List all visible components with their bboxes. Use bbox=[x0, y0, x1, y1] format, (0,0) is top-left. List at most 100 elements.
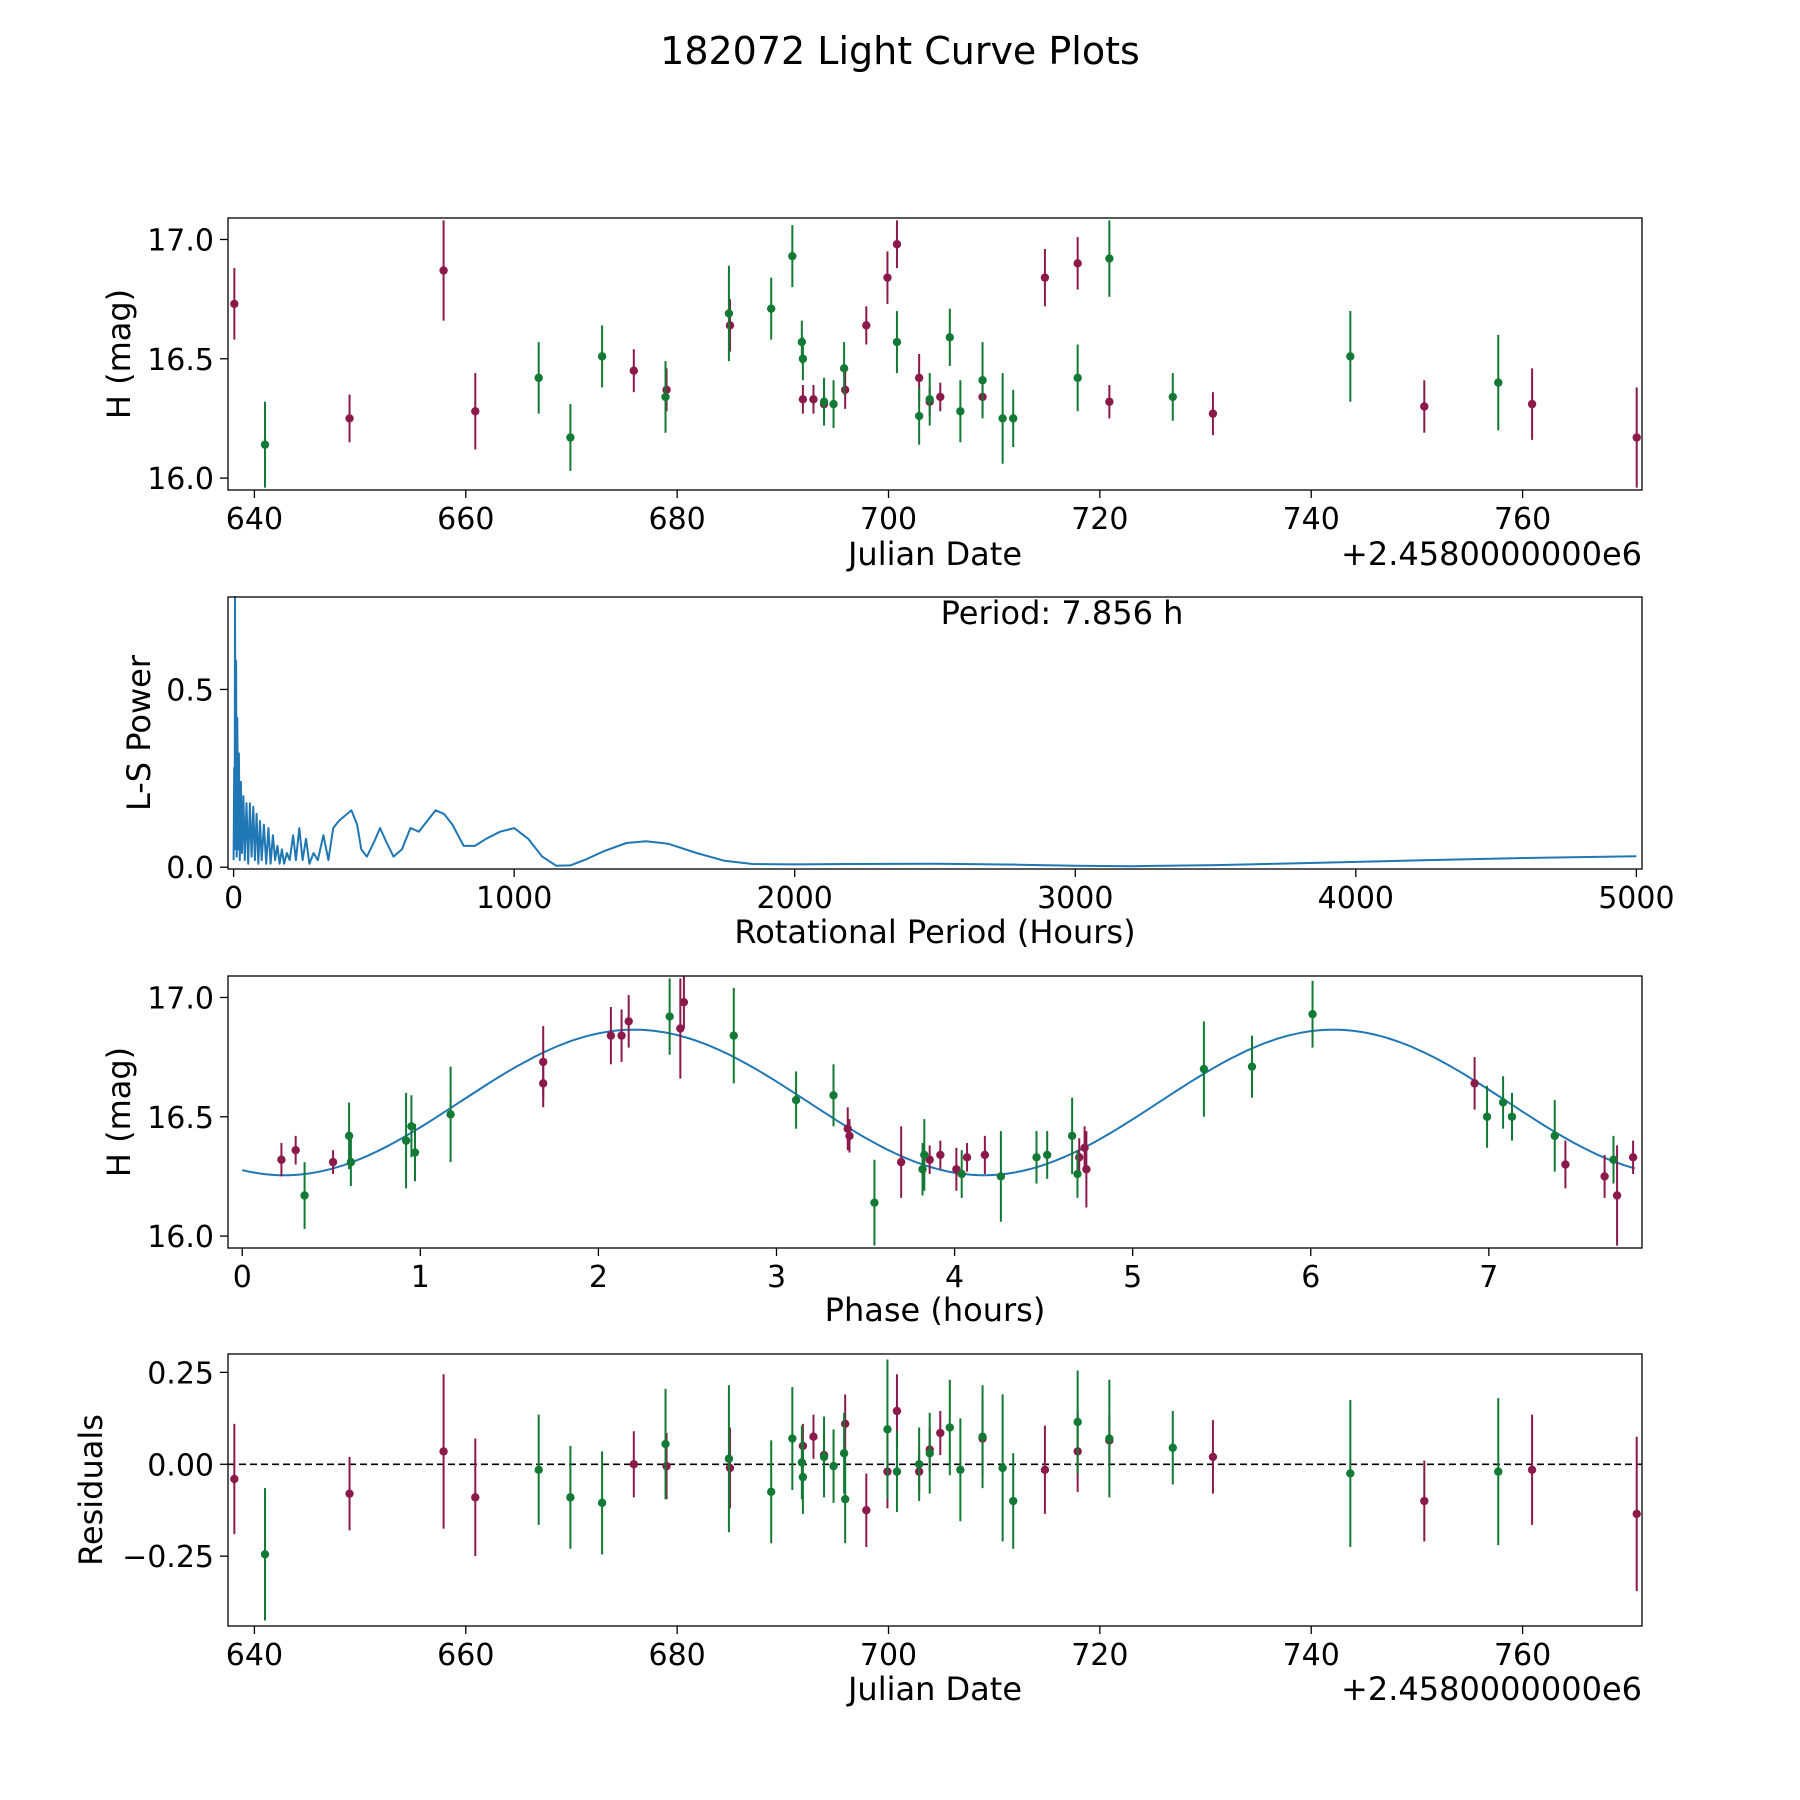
phased-y-tick-label: 17.0 bbox=[147, 981, 214, 1016]
phased-green-point bbox=[1507, 1112, 1517, 1121]
raw-red-point bbox=[439, 266, 448, 275]
raw-y-tick-label: 16.5 bbox=[147, 343, 214, 378]
residuals-green-point bbox=[978, 1432, 987, 1441]
phased-green-point bbox=[300, 1191, 309, 1200]
phased-x-tick-label: 6 bbox=[1301, 1260, 1320, 1295]
periodogram-y-tick-label: 0.5 bbox=[166, 673, 214, 708]
phased-red-point bbox=[1080, 1143, 1089, 1152]
residuals-red-point bbox=[936, 1428, 945, 1438]
raw-red-point bbox=[798, 395, 808, 404]
raw-y-tick-label: 16.0 bbox=[147, 462, 214, 497]
residuals-green-point bbox=[1105, 1434, 1114, 1443]
residuals-green-point bbox=[840, 1494, 850, 1504]
raw-red-point bbox=[230, 299, 239, 309]
periodogram-x-tick-label: 3000 bbox=[1037, 881, 1113, 916]
raw-green-point bbox=[1073, 373, 1082, 383]
panel-phased-frame bbox=[227, 975, 1643, 1249]
raw-red-point bbox=[1208, 409, 1218, 418]
phased-x-tick-label: 1 bbox=[411, 1260, 430, 1295]
panel-periodogram: 0 1000 2000 3000 4000 5000 0.0 0.5 Period: 7.85… bbox=[120, 594, 1675, 951]
raw-red-point bbox=[1527, 399, 1537, 409]
phased-green-point bbox=[1042, 1150, 1052, 1160]
residuals-y-tick-label: 0.25 bbox=[147, 1356, 214, 1391]
raw-red-point bbox=[725, 321, 735, 330]
residuals-red-point bbox=[629, 1460, 639, 1469]
phased-red-point bbox=[1075, 1153, 1084, 1162]
raw-x-tick-label: 640 bbox=[226, 502, 283, 537]
raw-red-point bbox=[914, 373, 924, 383]
residuals-red-point bbox=[1420, 1496, 1429, 1506]
raw-green-point bbox=[925, 395, 934, 404]
phased-green-point bbox=[729, 1031, 738, 1040]
phased-green-point bbox=[344, 1131, 354, 1141]
panel-raw-light-curve: 640 660 680 700 720 740 760 16.0 16.5 17.0 Julian… bbox=[100, 217, 1643, 573]
phased-red-point bbox=[1470, 1079, 1479, 1088]
raw-green-point bbox=[260, 440, 270, 449]
residuals-red-point bbox=[1040, 1465, 1050, 1474]
raw-red-point bbox=[345, 414, 354, 423]
raw-x-tick-label: 720 bbox=[1071, 502, 1128, 537]
raw-green-point bbox=[998, 414, 1007, 423]
phased-green-point bbox=[791, 1095, 801, 1105]
periodogram-x-axis-label: Rotational Period (Hours) bbox=[734, 913, 1135, 951]
phased-y-tick-label: 16.5 bbox=[147, 1101, 214, 1136]
phased-red-point bbox=[952, 1165, 961, 1174]
raw-green-point bbox=[956, 407, 965, 416]
residuals-green-point bbox=[661, 1439, 670, 1449]
raw-green-point bbox=[1168, 392, 1177, 402]
residuals-green-point bbox=[1346, 1469, 1355, 1478]
phased-green-point bbox=[829, 1091, 838, 1100]
phased-red-point bbox=[845, 1131, 854, 1141]
raw-red-point bbox=[1632, 433, 1641, 442]
periodogram-x-tick-label: 4000 bbox=[1318, 881, 1394, 916]
phased-x-tick-label: 0 bbox=[233, 1260, 252, 1295]
raw-red-point bbox=[883, 273, 892, 282]
phased-red-point bbox=[277, 1155, 286, 1164]
raw-y-tick-label: 17.0 bbox=[147, 223, 214, 258]
phased-red-point bbox=[679, 998, 689, 1007]
residuals-red-point bbox=[1208, 1452, 1218, 1462]
residuals-red-point bbox=[1527, 1465, 1537, 1474]
residuals-red-point bbox=[1632, 1509, 1641, 1519]
phased-green-point bbox=[1199, 1064, 1209, 1074]
raw-x-tick-label: 700 bbox=[860, 502, 917, 537]
raw-green-point bbox=[597, 352, 607, 361]
raw-green-point bbox=[892, 337, 902, 347]
phased-y-tick-label: 16.0 bbox=[147, 1220, 214, 1255]
periodogram-x-tick-label: 0 bbox=[224, 881, 243, 916]
phased-x-tick-label: 3 bbox=[767, 1260, 786, 1295]
raw-green-point bbox=[534, 373, 543, 383]
periodogram-x-tick-label: 1000 bbox=[476, 881, 552, 916]
phased-red-point bbox=[843, 1124, 852, 1133]
residuals-red-point bbox=[662, 1461, 671, 1471]
phased-red-point bbox=[539, 1079, 548, 1088]
raw-y-axis-label: H (mag) bbox=[100, 289, 138, 419]
residuals-green-point bbox=[998, 1463, 1007, 1473]
residuals-x-tick-label: 740 bbox=[1283, 1638, 1340, 1673]
phased-green-point bbox=[920, 1150, 929, 1160]
residuals-green-point bbox=[1168, 1443, 1177, 1452]
phased-red-point bbox=[606, 1031, 616, 1040]
raw-green-point bbox=[724, 309, 734, 318]
residuals-green-point bbox=[798, 1472, 808, 1482]
residuals-y-tick-label: −0.25 bbox=[122, 1540, 214, 1575]
raw-offset-label: +2.4580000000e6 bbox=[1341, 535, 1642, 573]
raw-red-point bbox=[1105, 397, 1114, 406]
raw-green-point bbox=[914, 411, 924, 421]
raw-red-point bbox=[892, 240, 902, 249]
raw-green-point bbox=[566, 433, 575, 442]
residuals-green-point bbox=[839, 1449, 849, 1458]
residuals-red-point bbox=[809, 1432, 818, 1441]
residuals-red-point bbox=[862, 1506, 871, 1515]
residuals-x-tick-label: 720 bbox=[1071, 1638, 1128, 1673]
raw-green-point bbox=[797, 337, 807, 347]
residuals-green-point bbox=[260, 1550, 270, 1559]
phased-x-tick-label: 7 bbox=[1479, 1260, 1498, 1295]
raw-x-tick-label: 680 bbox=[649, 502, 706, 537]
phased-green-point bbox=[1609, 1155, 1618, 1164]
raw-green-point bbox=[661, 392, 670, 402]
raw-green-point bbox=[788, 251, 797, 261]
periodogram-y-axis-label: L-S Power bbox=[120, 654, 158, 811]
phased-red-point bbox=[980, 1150, 990, 1160]
